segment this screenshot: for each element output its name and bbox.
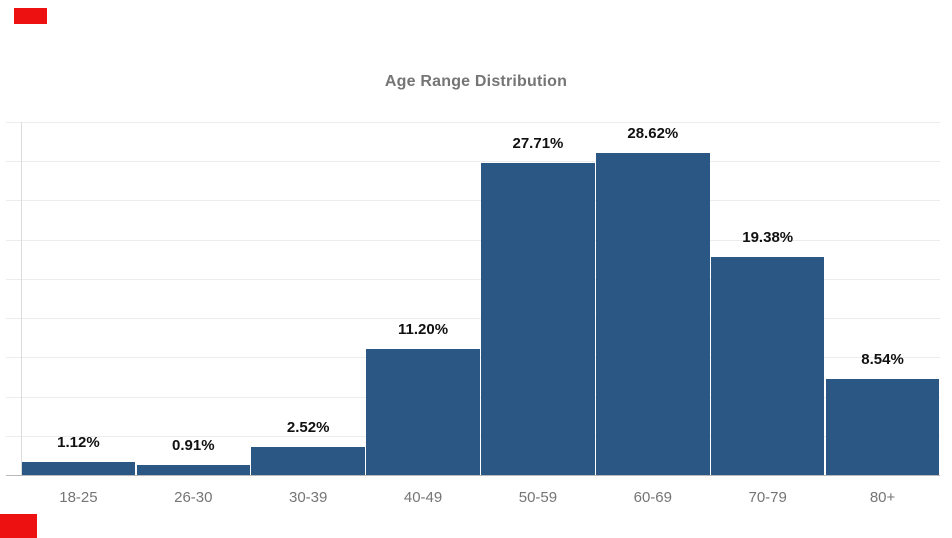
bar-18-25[interactable] [21,462,136,475]
red-annotation-mark-bottom-left [0,514,37,538]
value-label: 27.71% [512,135,564,153]
x-tick-label: 18-25 [59,489,98,506]
gridline [6,122,940,123]
bar-30-39[interactable] [251,446,365,475]
x-tick-label: 70-79 [748,489,787,506]
x-tick-label: 80+ [869,489,896,506]
bar-70-79[interactable] [710,256,825,475]
bar-80+[interactable] [825,378,940,475]
x-tick-label: 30-39 [289,489,328,506]
x-tick-label: 50-59 [518,489,558,506]
red-annotation-mark-top-left [14,8,47,24]
value-label: 1.12% [57,434,100,452]
gridline [6,239,940,241]
gridline [6,200,940,202]
x-axis-line [6,475,940,476]
x-tick-label: 40-49 [403,489,443,506]
gridline [6,278,940,280]
bar-60-69[interactable] [596,153,710,475]
y-axis-line [21,122,22,475]
x-tick-label: 60-69 [633,489,672,506]
gridline [6,318,940,320]
value-label: 28.62% [627,125,679,143]
chart-title: Age Range Distribution [384,73,568,90]
bar-26-30[interactable] [136,464,251,475]
value-label: 8.54% [861,350,904,368]
value-label: 11.20% [398,321,449,338]
value-label: 19.38% [742,228,794,246]
value-label: 0.91% [172,436,215,454]
x-tick-label: 26-30 [174,489,213,506]
bar-50-59[interactable] [481,163,595,475]
bar-40-49[interactable] [366,349,480,475]
value-label: 2.52% [286,418,330,436]
gridline [6,161,940,163]
